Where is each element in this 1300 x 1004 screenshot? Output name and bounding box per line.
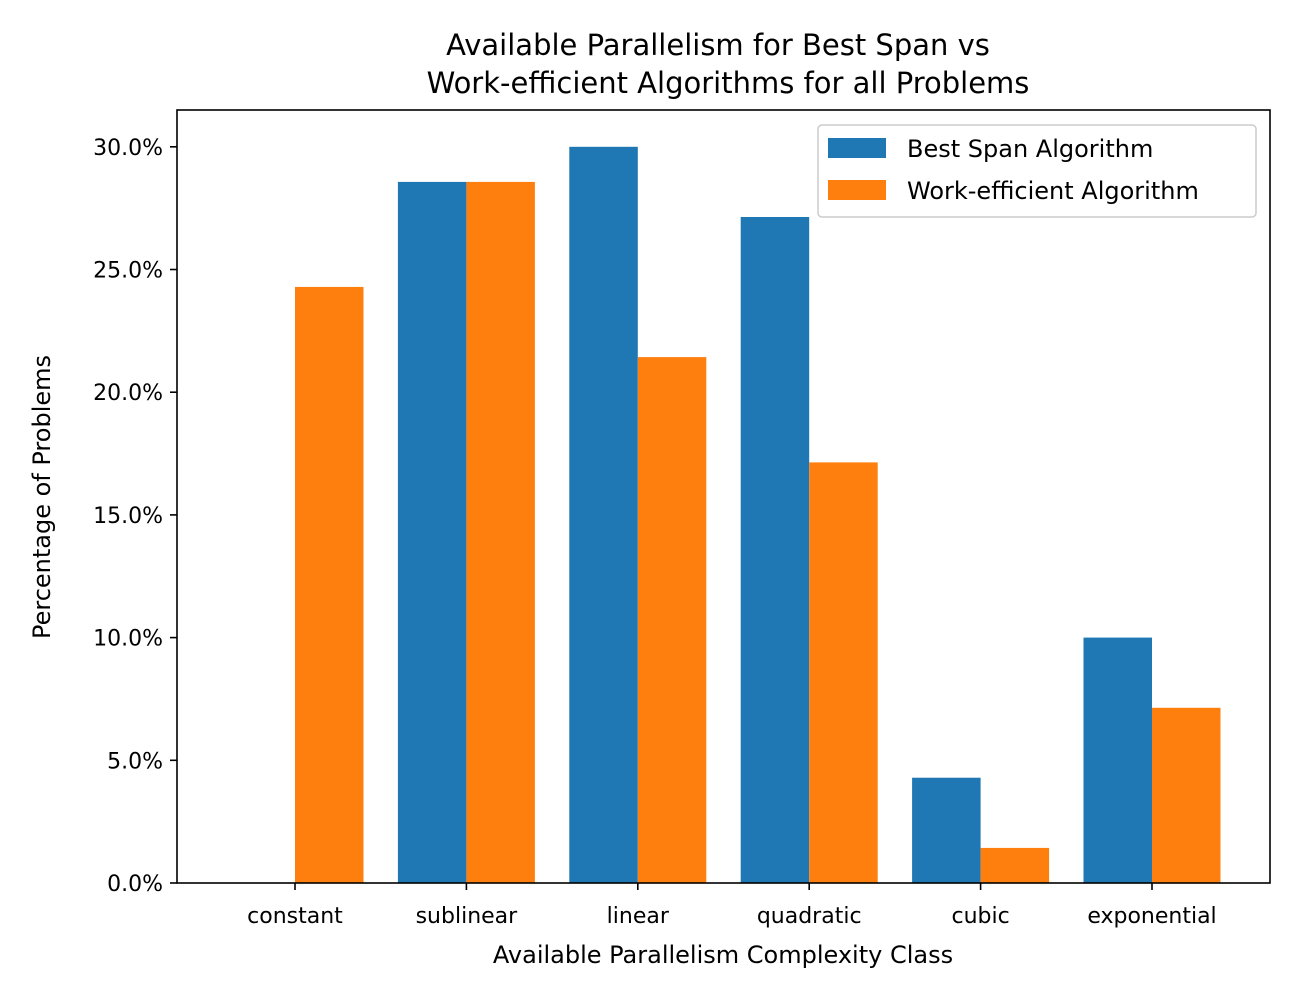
legend-label-best-span: Best Span Algorithm (907, 135, 1153, 163)
bar-work-efficient-algorithm-quadratic (809, 462, 878, 883)
legend-swatch-best-span (828, 138, 886, 158)
y-tick-label: 10.0% (93, 627, 163, 652)
x-tick-label: quadratic (757, 904, 862, 929)
x-tick-label: constant (247, 904, 343, 929)
x-tick-label: exponential (1087, 904, 1216, 929)
bar-work-efficient-algorithm-sublinear (466, 181, 535, 883)
bar-best-span-algorithm-cubic (912, 777, 981, 883)
y-tick-label: 5.0% (107, 749, 163, 774)
y-tick-label: 30.0% (93, 136, 163, 161)
y-tick-label: 20.0% (93, 381, 163, 406)
x-axis-label: Available Parallelism Complexity Class (493, 941, 953, 969)
legend-label-work-efficient: Work-efficient Algorithm (907, 177, 1199, 205)
bar-best-span-algorithm-exponential (1083, 637, 1152, 883)
chart-title-line-2: Work-efficient Algorithms for all Proble… (427, 66, 1030, 100)
bar-work-efficient-algorithm-exponential (1152, 707, 1221, 883)
y-tick-label: 15.0% (93, 504, 163, 529)
y-tick-label: 0.0% (107, 872, 163, 897)
x-tick-label: sublinear (416, 904, 519, 929)
chart-title-line-1: Available Parallelism for Best Span vs (446, 28, 990, 62)
bar-work-efficient-algorithm-linear (637, 357, 707, 883)
bars-layer (295, 146, 1221, 884)
x-tick-label: cubic (951, 904, 1009, 929)
bar-best-span-algorithm-linear (569, 146, 638, 883)
axes-layer: 0.0% 5.0% 10.0% 15.0% 20.0% 25.0% 30.0% constan… (93, 109, 1271, 929)
bar-work-efficient-algorithm-constant (295, 286, 364, 883)
bar-best-span-algorithm-sublinear (397, 181, 467, 883)
bar-work-efficient-algorithm-cubic (980, 847, 1050, 883)
legend: Best Span Algorithm Work-efficient Algor… (817, 124, 1257, 218)
legend-swatch-work-efficient (828, 180, 886, 200)
legend-frame (817, 124, 1257, 218)
bar-best-span-algorithm-quadratic (740, 216, 810, 884)
y-axis-label: Percentage of Problems (28, 355, 56, 639)
x-tick-label: linear (607, 904, 670, 929)
y-tick-label: 25.0% (93, 259, 163, 284)
plot-frame (176, 109, 1271, 884)
